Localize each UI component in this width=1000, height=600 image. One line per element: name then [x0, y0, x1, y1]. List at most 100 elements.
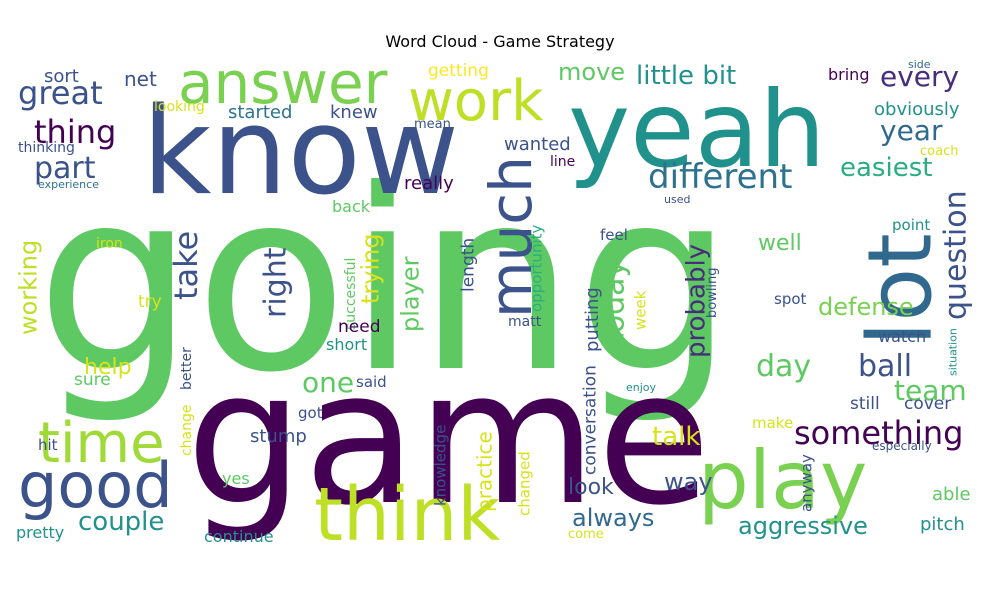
word-sure: sure [74, 370, 111, 390]
word-looking: looking [154, 99, 205, 115]
word-practice: practice [473, 431, 497, 512]
word-putting: putting [582, 287, 603, 352]
word-right: right [258, 247, 293, 318]
word-started: started [228, 102, 292, 123]
word-obviously: obviously [874, 99, 960, 120]
word-need: need [338, 317, 380, 337]
word-one: one [302, 366, 354, 399]
word-pretty: pretty [16, 523, 64, 542]
chart-title: Word Cloud - Game Strategy [385, 32, 615, 51]
word-year: year [880, 114, 943, 147]
word-probably: probably [681, 244, 711, 358]
word-net: net [124, 67, 157, 91]
word-player: player [397, 256, 425, 332]
word-continue: continue [204, 527, 274, 546]
word-got: got [298, 404, 323, 422]
word-able: able [932, 484, 971, 505]
word-know: know [142, 83, 459, 222]
word-bring: bring [828, 65, 869, 84]
word-think: think [314, 472, 500, 548]
word-try: try [138, 292, 162, 312]
word-make: make [752, 414, 793, 432]
word-length: length [458, 238, 478, 292]
word-different: different [648, 157, 792, 197]
word-week: week [632, 290, 650, 330]
word-work: work [408, 69, 544, 134]
word-back: back [332, 197, 371, 216]
word-time: time [38, 411, 165, 476]
word-point: point [892, 216, 930, 234]
word-successful: successful [343, 258, 359, 330]
word-said: said [356, 373, 387, 391]
word-line: line [550, 154, 575, 170]
word-really: really [404, 173, 454, 194]
word-defense: defense [818, 293, 914, 321]
word-conversation: conversation [580, 365, 600, 475]
word-good: good [18, 449, 173, 522]
word-mean: mean [414, 117, 451, 132]
word-talk: talk [652, 422, 700, 452]
word-aggressive: aggressive [738, 512, 868, 540]
word-part: part [34, 151, 96, 186]
word-come: come [568, 527, 604, 542]
word-hit: hit [38, 436, 58, 454]
word-used: used [664, 193, 690, 206]
word-great: great [18, 74, 103, 112]
word-knew: knew [330, 102, 378, 123]
word-thinking: thinking [18, 140, 75, 156]
word-well: well [758, 231, 802, 256]
word-little-bit: little bit [636, 61, 736, 91]
word-day: day [756, 349, 811, 384]
word-bowling: bowling [705, 267, 720, 318]
word-take: take [167, 231, 205, 300]
word-game: game [186, 330, 711, 546]
word-play: play [698, 434, 867, 527]
word-answer: answer [178, 58, 388, 117]
word-question: question [938, 190, 973, 320]
word-always: always [572, 504, 654, 532]
word-stump: stump [250, 426, 307, 447]
word-thing: thing [34, 113, 116, 151]
word-today: today [596, 260, 631, 345]
word-opportunity: opportunity [528, 224, 546, 312]
word-team: team [894, 374, 967, 407]
word-anyway: anyway [798, 454, 816, 512]
word-better: better [179, 347, 195, 390]
word-cover: cover [904, 394, 951, 414]
word-couple: couple [78, 507, 164, 537]
word-getting: getting [428, 61, 489, 81]
word-every: every [880, 60, 959, 93]
word-especially: especially [872, 439, 932, 453]
word-something: something [794, 414, 963, 452]
word-ball: ball [858, 349, 912, 384]
word-move: move [558, 58, 625, 86]
word-changed: changed [516, 451, 534, 516]
word-going: going [36, 136, 734, 427]
word-lot: lot [849, 233, 952, 346]
word-wanted: wanted [504, 134, 571, 155]
word-yes: yes [222, 469, 250, 488]
word-short: short [326, 335, 367, 354]
word-watch: watch [878, 327, 926, 346]
word-still: still [850, 394, 880, 414]
word-yeah: yeah [568, 69, 826, 191]
word-experience: experience [38, 178, 99, 191]
word-help: help [84, 355, 132, 380]
word-side: side [908, 58, 931, 71]
word-knowledge: knowledge [432, 425, 450, 506]
word-much: much [477, 156, 545, 318]
word-easiest: easiest [840, 153, 932, 183]
word-feel: feel [600, 226, 628, 244]
word-look: look [568, 475, 614, 500]
word-iron: iron [96, 236, 123, 252]
word-coach: coach [920, 144, 958, 159]
word-enjoy: enjoy [626, 381, 657, 394]
word-way: way [664, 468, 713, 496]
word-spot: spot [774, 290, 807, 308]
word-working: working [15, 240, 43, 335]
word-situation: situation [947, 328, 960, 376]
word-trying: trying [357, 233, 385, 304]
word-sort: sort [44, 66, 79, 87]
word-pitch: pitch [920, 514, 965, 535]
